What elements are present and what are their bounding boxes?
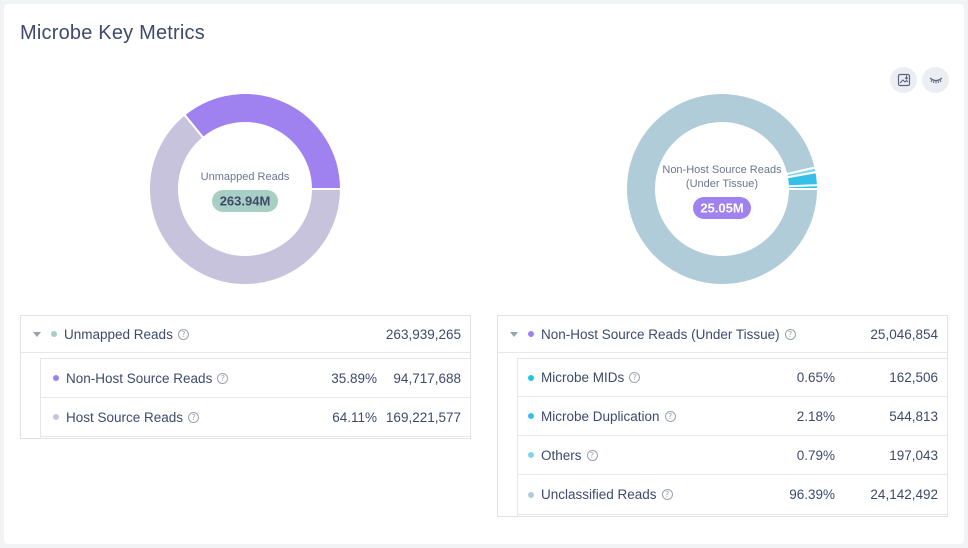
eye-closed-icon <box>929 77 942 84</box>
sub-table: Microbe MIDs ? 0.65% 162,506 Microbe Dup… <box>517 358 948 516</box>
row-percent: 35.89% <box>331 370 377 386</box>
legend-dot <box>528 491 534 498</box>
help-icon[interactable]: ? <box>586 449 598 461</box>
right-donut-value-pill <box>693 197 751 219</box>
row-percent: 96.39% <box>789 487 835 502</box>
row-label: Microbe MIDs <box>541 370 625 385</box>
page-title: Microbe Key Metrics <box>20 22 205 44</box>
table-header-row[interactable]: Non-Host Source Reads (Under Tissue) ? 2… <box>498 316 947 353</box>
row-percent: 0.79% <box>796 447 835 463</box>
metrics-card: Microbe Key Metrics Unmapped Reads 263.9… <box>4 4 964 544</box>
row-value: 197,043 <box>889 447 938 463</box>
legend-dot <box>528 452 534 458</box>
help-icon[interactable]: ? <box>217 372 229 384</box>
table-row: Non-Host Source Reads ? 35.89% 94,717,68… <box>41 359 470 398</box>
row-label: Unmapped Reads <box>64 326 173 342</box>
row-label: Microbe Duplication <box>541 408 660 424</box>
row-label: Others <box>541 447 582 463</box>
image-download-icon <box>897 73 910 87</box>
table-row: Microbe MIDs ? 0.65% 162,506 <box>518 359 947 397</box>
row-value: 263,939,265 <box>385 326 461 342</box>
row-value: 24,142,492 <box>870 487 938 502</box>
row-value: 94,717,688 <box>393 370 461 386</box>
unmapped-reads-donut: Unmapped Reads 263.94M <box>148 92 343 286</box>
right-donut-center-label-1: Non-Host Source Reads <box>662 164 782 176</box>
download-image-button[interactable] <box>890 67 917 93</box>
row-value: 162,506 <box>889 370 938 385</box>
table-row: Microbe Duplication ? 2.18% 544,813 <box>518 397 947 436</box>
legend-dot <box>53 414 59 420</box>
hide-chart-button[interactable] <box>922 67 949 93</box>
legend-dot <box>528 331 534 337</box>
row-label: Non-Host Source Reads <box>66 370 213 386</box>
row-label: Non-Host Source Reads (Under Tissue) <box>541 326 780 342</box>
row-label: Unclassified Reads <box>541 487 657 502</box>
unmapped-reads-table: Unmapped Reads ? 263,939,265 Non-Host So… <box>20 315 471 439</box>
legend-dot <box>528 413 534 419</box>
legend-dot <box>51 331 57 337</box>
row-percent: 2.18% <box>796 408 835 424</box>
help-icon[interactable]: ? <box>784 328 796 340</box>
help-icon[interactable]: ? <box>661 489 673 500</box>
help-icon[interactable]: ? <box>177 328 189 340</box>
collapse-caret-icon[interactable] <box>510 331 518 337</box>
right-donut-center-label-2: (Under Tissue) <box>686 178 758 190</box>
left-donut-value-pill <box>212 190 278 212</box>
legend-dot <box>53 375 59 381</box>
row-percent: 64.11% <box>332 409 377 425</box>
left-donut-center-value: 263.94M <box>220 194 271 209</box>
legend-dot <box>528 374 534 381</box>
donut-slice-non-host-source-reads[interactable] <box>182 92 343 190</box>
row-value: 25,046,854 <box>870 326 938 342</box>
non-host-reads-table: Non-Host Source Reads (Under Tissue) ? 2… <box>497 315 948 517</box>
left-donut-center-label: Unmapped Reads <box>201 171 290 183</box>
non-host-reads-donut: Non-Host Source Reads (Under Tissue) 25.… <box>625 92 820 286</box>
collapse-caret-icon[interactable] <box>33 331 41 337</box>
donut-slice-host-source-reads[interactable] <box>148 113 343 286</box>
table-row: Host Source Reads ? 64.11% 169,221,577 <box>41 398 470 437</box>
row-value: 544,813 <box>889 408 938 424</box>
table-header-row[interactable]: Unmapped Reads ? 263,939,265 <box>21 316 470 353</box>
row-percent: 0.65% <box>796 370 835 385</box>
help-icon[interactable]: ? <box>629 372 641 383</box>
donut-slice-unclassified-reads[interactable] <box>625 92 820 286</box>
help-icon[interactable]: ? <box>188 411 200 423</box>
help-icon[interactable]: ? <box>664 410 676 422</box>
row-value: 169,221,577 <box>385 409 461 425</box>
table-row: Others ? 0.79% 197,043 <box>518 436 947 475</box>
sub-table: Non-Host Source Reads ? 35.89% 94,717,68… <box>40 358 471 438</box>
table-row: Unclassified Reads ? 96.39% 24,142,492 <box>518 475 947 515</box>
right-donut-center-value: 25.05M <box>700 201 743 216</box>
row-label: Host Source Reads <box>66 409 184 425</box>
